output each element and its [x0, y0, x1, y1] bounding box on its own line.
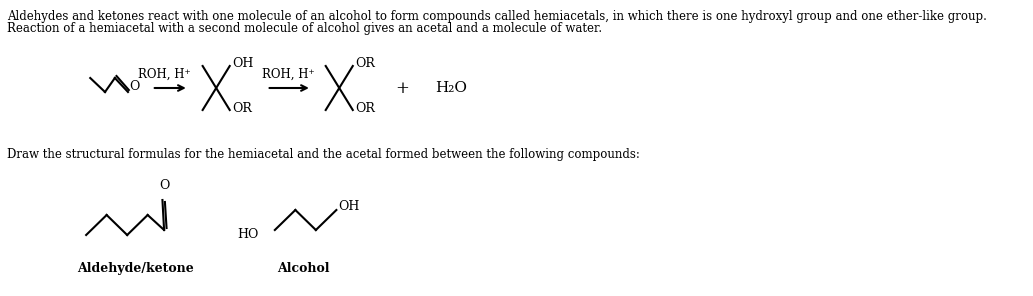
- Text: Aldehydes and ketones react with one molecule of an alcohol to form compounds ca: Aldehydes and ketones react with one mol…: [6, 10, 987, 23]
- Text: O: O: [159, 179, 169, 192]
- Text: ROH, H⁺: ROH, H⁺: [137, 68, 190, 81]
- Text: Reaction of a hemiacetal with a second molecule of alcohol gives an acetal and a: Reaction of a hemiacetal with a second m…: [6, 22, 601, 35]
- Text: OR: OR: [355, 102, 375, 115]
- Text: OR: OR: [355, 57, 375, 70]
- Text: +: +: [395, 80, 409, 96]
- Text: Alcohol: Alcohol: [277, 262, 330, 275]
- Text: OR: OR: [232, 102, 252, 115]
- Text: O: O: [129, 80, 140, 93]
- Text: HO: HO: [237, 228, 258, 241]
- Text: OH: OH: [338, 200, 359, 213]
- Text: Aldehyde/ketone: Aldehyde/ketone: [77, 262, 194, 275]
- Text: OH: OH: [232, 57, 253, 70]
- Text: Draw the structural formulas for the hemiacetal and the acetal formed between th: Draw the structural formulas for the hem…: [6, 148, 639, 161]
- Text: ROH, H⁺: ROH, H⁺: [262, 68, 315, 81]
- Text: H₂O: H₂O: [435, 81, 467, 95]
